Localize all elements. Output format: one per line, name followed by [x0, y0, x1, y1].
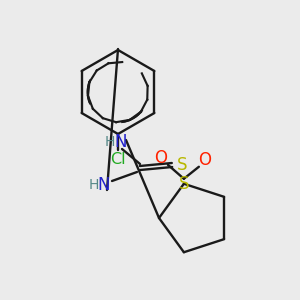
Text: S: S	[177, 156, 187, 174]
Text: N: N	[98, 176, 110, 194]
Text: O: O	[154, 149, 167, 167]
Text: S: S	[178, 175, 189, 193]
Text: O: O	[198, 151, 212, 169]
Text: H: H	[89, 178, 99, 192]
Text: H: H	[105, 135, 115, 149]
Text: Cl: Cl	[110, 152, 126, 166]
Text: N: N	[115, 133, 127, 151]
